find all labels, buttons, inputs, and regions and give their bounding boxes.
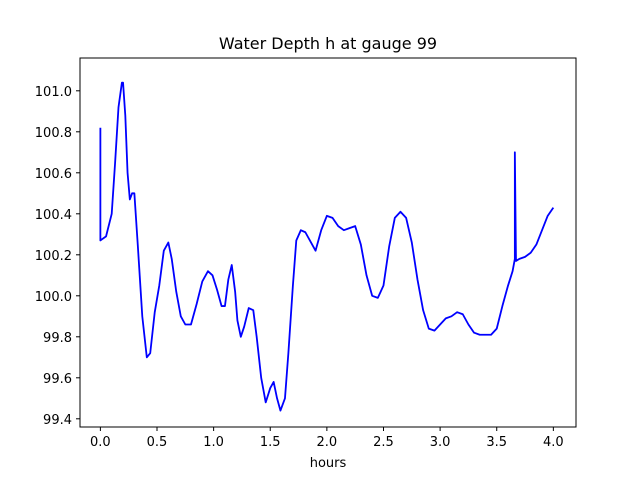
x-tick-label: 4.0 bbox=[543, 435, 564, 450]
y-tick-label: 99.8 bbox=[43, 331, 72, 346]
x-axis-label: hours bbox=[310, 456, 347, 471]
plot-frame bbox=[79, 57, 577, 428]
chart-title: Water Depth h at gauge 99 bbox=[219, 34, 437, 53]
y-tick-label: 99.4 bbox=[43, 413, 72, 428]
series-layer bbox=[99, 81, 555, 412]
y-tick-label: 100.0 bbox=[35, 290, 72, 305]
x-tick-label: 3.5 bbox=[486, 435, 507, 450]
y-tick-label: 100.8 bbox=[35, 126, 72, 141]
y-tick-label: 101.0 bbox=[35, 85, 72, 100]
plot-area bbox=[80, 58, 576, 427]
y-tick-label: 100.2 bbox=[35, 249, 72, 264]
series-line bbox=[99, 81, 555, 412]
y-tick-label: 100.4 bbox=[35, 208, 72, 223]
x-tick-label: 3.0 bbox=[430, 435, 451, 450]
x-axis-ticks: 0.0 0.5 1.0 1.5 2.0 2.5 3.0 3.5 4.0 bbox=[90, 427, 564, 450]
x-tick-label: 1.0 bbox=[203, 435, 224, 450]
y-axis-ticks: 99.4 99.6 99.8 100.0 100.2 100.4 100.6 100.8 101… bbox=[35, 85, 80, 428]
x-tick-label: 0.5 bbox=[147, 435, 168, 450]
x-tick-label: 0.0 bbox=[90, 435, 111, 450]
y-tick-label: 99.6 bbox=[43, 372, 72, 387]
y-tick-label: 100.6 bbox=[35, 167, 72, 182]
x-tick-label: 1.5 bbox=[260, 435, 281, 450]
x-tick-label: 2.0 bbox=[317, 435, 338, 450]
x-tick-label: 2.5 bbox=[373, 435, 394, 450]
